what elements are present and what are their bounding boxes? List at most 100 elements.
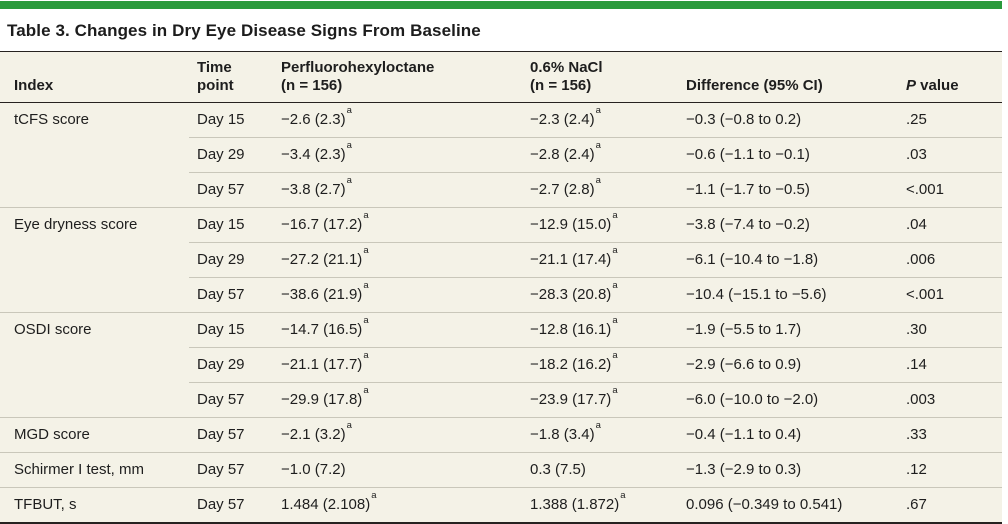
p-value: .25 — [906, 111, 927, 128]
nacl-value-cell: −28.3 (20.8)a — [522, 277, 678, 313]
p-value: .006 — [906, 251, 936, 268]
table-body: tCFS score Day 15 −2.6 (2.3)a −2.3 (2.4)… — [0, 103, 1002, 523]
time-point-cell: Day 29 — [189, 242, 273, 278]
header-index-label: Index — [14, 77, 54, 94]
footnote-a-marker: a — [612, 385, 618, 396]
drug-value-cell: −2.1 (3.2)a — [273, 417, 522, 453]
time-point-cell: Day 15 — [189, 312, 273, 348]
nacl-value: −1.8 (3.4) — [530, 426, 595, 443]
difference-cell: −2.9 (−6.6 to 0.9) — [678, 347, 898, 383]
footnote-a-marker: a — [612, 350, 618, 361]
drug-value-cell: −29.9 (17.8)a — [273, 382, 522, 418]
index-cell — [0, 278, 189, 313]
index-cell — [0, 138, 189, 173]
footnote-a-marker: a — [346, 105, 352, 116]
difference-cell: −0.4 (−1.1 to 0.4) — [678, 417, 898, 453]
difference-value: −3.8 (−7.4 to −0.2) — [686, 216, 810, 233]
difference-cell: 0.096 (−0.349 to 0.541) — [678, 487, 898, 523]
difference-value: −0.4 (−1.1 to 0.4) — [686, 426, 802, 443]
time-point-value: Day 57 — [197, 461, 245, 478]
header-p-rest: value — [916, 77, 959, 94]
nacl-value-cell: −12.9 (15.0)a — [522, 207, 678, 243]
header-difference-label: Difference (95% CI) — [686, 77, 823, 94]
difference-value: −0.3 (−0.8 to 0.2) — [686, 111, 802, 128]
drug-value-cell: −3.8 (2.7)a — [273, 172, 522, 208]
header-perfluorohexyloctane: Perfluorohexyloctane (n = 156) — [273, 51, 522, 103]
drug-value-cell: −16.7 (17.2)a — [273, 207, 522, 243]
p-value-cell: .006 — [898, 242, 1002, 278]
header-nacl-line2: (n = 156) — [530, 77, 592, 94]
nacl-value: −2.8 (2.4) — [530, 146, 595, 163]
index-label: OSDI score — [14, 321, 92, 338]
index-cell: Schirmer I test, mm — [0, 452, 189, 488]
drug-value: −21.1 (17.7) — [281, 356, 363, 373]
drug-value-cell: −14.7 (16.5)a — [273, 312, 522, 348]
nacl-value-cell: −21.1 (17.4)a — [522, 242, 678, 278]
footnote-a-marker: a — [620, 490, 626, 501]
header-p-value: P value — [898, 51, 1002, 103]
p-value-cell: <.001 — [898, 172, 1002, 208]
table-row: Schirmer I test, mm Day 57 −1.0 (7.2) 0.… — [0, 452, 1002, 488]
footnote-a-marker: a — [371, 490, 377, 501]
header-time-point: Time point — [189, 51, 273, 103]
index-cell: tCFS score — [0, 103, 189, 138]
index-label: TFBUT, s — [14, 496, 77, 513]
nacl-value: −2.3 (2.4) — [530, 111, 595, 128]
nacl-value-cell: −2.7 (2.8)a — [522, 172, 678, 208]
footnote-a-marker: a — [363, 210, 369, 221]
index-cell — [0, 383, 189, 418]
table-row: Day 57 −38.6 (21.9)a −28.3 (20.8)a −10.4… — [0, 277, 1002, 313]
nacl-value: −28.3 (20.8) — [530, 286, 612, 303]
p-value-cell: .30 — [898, 312, 1002, 348]
drug-value-cell: −27.2 (21.1)a — [273, 242, 522, 278]
p-value-cell: .03 — [898, 137, 1002, 173]
difference-cell: −0.6 (−1.1 to −0.1) — [678, 137, 898, 173]
header-row: Index Time point Perfluorohexyloctane (n… — [0, 51, 1002, 103]
drug-value: −2.1 (3.2) — [281, 426, 346, 443]
p-value: .04 — [906, 216, 927, 233]
drug-value-cell: 1.484 (2.108)a — [273, 487, 522, 523]
difference-value: −6.0 (−10.0 to −2.0) — [686, 391, 819, 408]
difference-value: −1.9 (−5.5 to 1.7) — [686, 321, 802, 338]
table-row: TFBUT, s Day 57 1.484 (2.108)a 1.388 (1.… — [0, 487, 1002, 523]
table-title: Table 3. Changes in Dry Eye Disease Sign… — [7, 21, 481, 40]
footnote-a-marker: a — [595, 105, 601, 116]
p-value: .03 — [906, 146, 927, 163]
header-drug-line1: Perfluorohexyloctane — [281, 59, 435, 76]
table-row: Day 29 −21.1 (17.7)a −18.2 (16.2)a −2.9 … — [0, 347, 1002, 383]
footnote-a-marker: a — [595, 175, 601, 186]
nacl-value: −12.8 (16.1) — [530, 321, 612, 338]
index-cell — [0, 348, 189, 383]
difference-cell: −1.9 (−5.5 to 1.7) — [678, 312, 898, 348]
time-point-cell: Day 57 — [189, 417, 273, 453]
header-p-italic: P — [906, 77, 917, 94]
table-row: Day 29 −27.2 (21.1)a −21.1 (17.4)a −6.1 … — [0, 242, 1002, 278]
time-point-value: Day 57 — [197, 286, 245, 303]
accent-bar — [0, 1, 1002, 9]
time-point-cell: Day 57 — [189, 487, 273, 523]
time-point-value: Day 29 — [197, 251, 245, 268]
table-header: Index Time point Perfluorohexyloctane (n… — [0, 51, 1002, 103]
index-label: Eye dryness score — [14, 216, 138, 233]
time-point-cell: Day 15 — [189, 103, 273, 138]
footnote-a-marker: a — [612, 280, 618, 291]
time-point-value: Day 15 — [197, 111, 245, 128]
p-value-cell: .25 — [898, 103, 1002, 138]
index-label: MGD score — [14, 426, 90, 443]
drug-value: −16.7 (17.2) — [281, 216, 363, 233]
drug-value: −2.6 (2.3) — [281, 111, 346, 128]
difference-value: −1.3 (−2.9 to 0.3) — [686, 461, 802, 478]
p-value: .14 — [906, 356, 927, 373]
drug-value-cell: −21.1 (17.7)a — [273, 347, 522, 383]
time-point-value: Day 57 — [197, 391, 245, 408]
header-nacl-line1: 0.6% NaCl — [530, 59, 603, 76]
difference-value: −10.4 (−15.1 to −5.6) — [686, 286, 827, 303]
index-label: Schirmer I test, mm — [14, 461, 145, 478]
p-value-cell: .04 — [898, 207, 1002, 243]
table-row: MGD score Day 57 −2.1 (3.2)a −1.8 (3.4)a… — [0, 417, 1002, 453]
p-value-cell: .12 — [898, 452, 1002, 488]
table-row: Day 57 −3.8 (2.7)a −2.7 (2.8)a −1.1 (−1.… — [0, 172, 1002, 208]
time-point-value: Day 57 — [197, 181, 245, 198]
time-point-value: Day 57 — [197, 496, 245, 513]
difference-value: −2.9 (−6.6 to 0.9) — [686, 356, 802, 373]
